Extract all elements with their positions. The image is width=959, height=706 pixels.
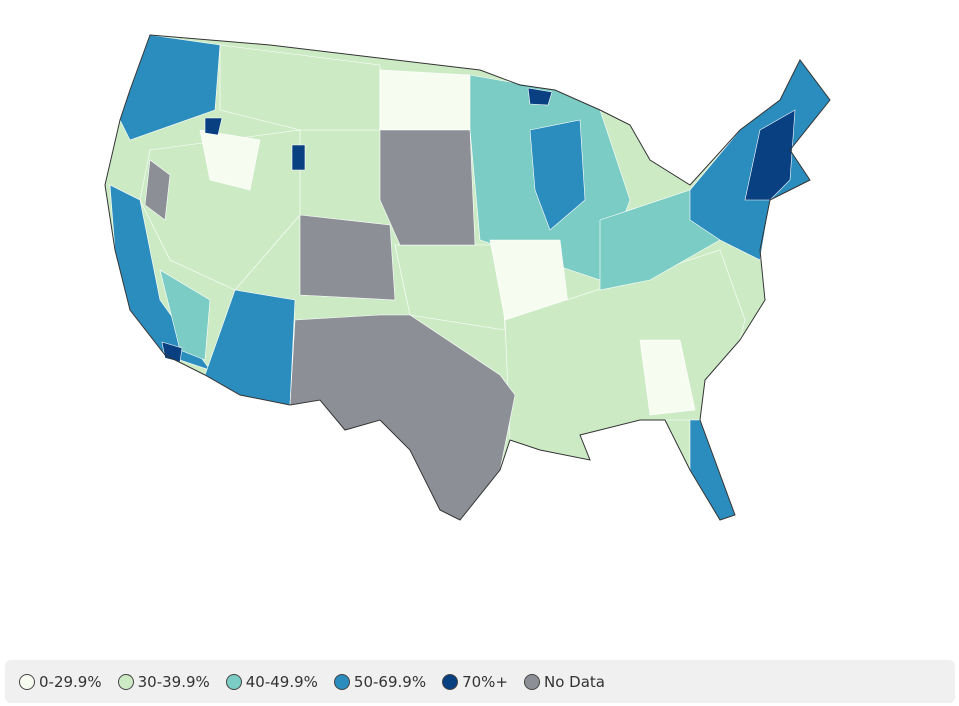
- legend-swatch: [225, 673, 242, 690]
- legend-label: 70%+: [462, 672, 508, 691]
- map: [104, 34, 831, 521]
- legend: 0-29.9% 30-39.9% 40-49.9% 50-69.9% 70%+ No Da…: [5, 660, 955, 703]
- region: [639, 339, 696, 416]
- region: [219, 44, 381, 131]
- legend-item[interactable]: 0-29.9%: [19, 673, 102, 691]
- legend-item[interactable]: 50-69.9%: [333, 672, 427, 691]
- region: [144, 159, 171, 221]
- legend-item[interactable]: 40-49.9%: [225, 672, 318, 691]
- region: [299, 214, 396, 301]
- legend-item[interactable]: 30-39.9%: [117, 672, 210, 691]
- region: [159, 269, 211, 361]
- legend-item[interactable]: 70%+: [442, 673, 508, 691]
- region: [291, 144, 306, 171]
- region: [527, 87, 553, 106]
- legend-label: 50-69.9%: [353, 672, 427, 691]
- legend-label: No Data: [544, 672, 605, 691]
- legend-swatch: [524, 673, 540, 690]
- region: [379, 69, 471, 131]
- legend-label: 0-29.9%: [39, 672, 102, 691]
- outline: [104, 34, 831, 521]
- legend-label: 30-39.9%: [137, 672, 210, 691]
- legend-swatch: [117, 673, 134, 690]
- legend-swatch: [19, 673, 35, 690]
- region: [379, 129, 476, 246]
- legend-label: 40-49.9%: [245, 672, 318, 691]
- region: [744, 109, 796, 201]
- region: [529, 119, 586, 231]
- legend-swatch: [333, 673, 350, 690]
- region: [204, 117, 223, 136]
- region: [199, 129, 261, 191]
- legend-swatch: [442, 673, 459, 690]
- legend-item[interactable]: No Data: [524, 673, 605, 691]
- region: [689, 419, 736, 521]
